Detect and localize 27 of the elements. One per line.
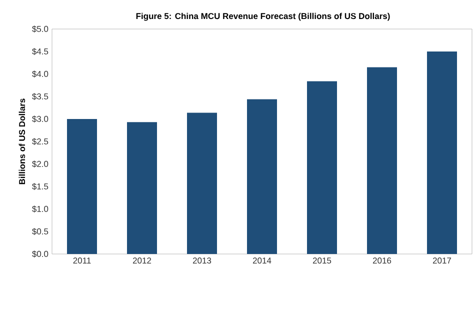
x-tick-label: 2014 [252, 258, 272, 264]
y-tick-label: $0.5 [32, 228, 48, 235]
bar [187, 112, 217, 254]
bar [67, 119, 97, 254]
y-tick-label: $4.5 [32, 48, 48, 55]
bar [307, 81, 337, 254]
y-tick-label: $3.5 [32, 93, 48, 100]
x-tick-label: 2017 [432, 258, 452, 264]
y-axis-title: Billions of US Dollars [18, 98, 26, 184]
y-tick-label: $5.0 [32, 26, 48, 32]
x-tick-label: 2015 [312, 258, 332, 264]
y-tick-label: $2.5 [32, 138, 48, 145]
y-tick-label: $2.0 [32, 160, 48, 168]
y-tick-label: $4.0 [32, 70, 48, 78]
bar [367, 67, 397, 254]
y-tick-label: $0.0 [32, 250, 48, 258]
y-tick-label: $3.0 [32, 116, 48, 122]
x-tick-label: 2012 [132, 258, 152, 264]
x-tick-label: 2013 [192, 258, 212, 264]
x-tick-label: 2016 [372, 258, 392, 264]
bar [247, 99, 277, 254]
y-tick-label: $1.0 [32, 206, 48, 212]
y-tick-label: $1.5 [32, 183, 48, 190]
chart-title: Figure 5: China MCU Revenue Forecast (Billions of US Dollars) [136, 12, 390, 21]
bar [426, 52, 457, 254]
bar [127, 122, 158, 254]
x-tick-label: 2011 [73, 258, 91, 264]
